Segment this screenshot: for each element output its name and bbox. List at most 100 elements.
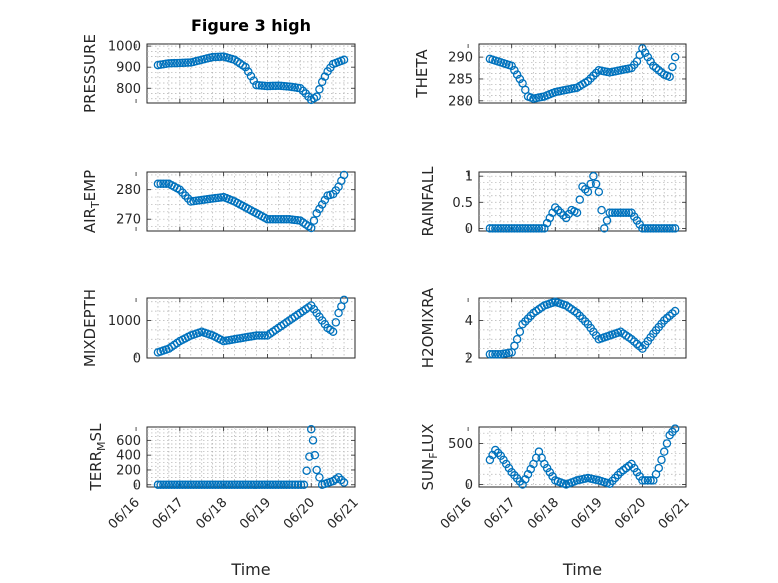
data-point xyxy=(312,465,321,475)
data-point xyxy=(271,81,280,91)
y-tick-label: 4 xyxy=(465,314,473,329)
data-point xyxy=(153,480,163,490)
data-point xyxy=(488,349,497,359)
y-tick-label: 400 xyxy=(116,449,141,464)
data-point xyxy=(274,214,283,224)
data-point xyxy=(670,224,680,233)
data-point xyxy=(621,208,631,217)
data-point xyxy=(315,473,324,482)
data-point xyxy=(265,214,275,224)
axes-box-theta xyxy=(478,43,687,104)
data-point xyxy=(659,224,669,233)
data-point xyxy=(299,480,309,490)
y-tick-label: 0 xyxy=(133,352,141,367)
data-point xyxy=(230,480,239,490)
data-point xyxy=(559,211,568,220)
data-point xyxy=(211,52,220,62)
data-point xyxy=(296,480,306,490)
data-point xyxy=(523,314,533,323)
data-point xyxy=(534,224,544,233)
data-point xyxy=(649,224,658,233)
y-tick-label: 280 xyxy=(116,183,141,198)
data-point xyxy=(583,187,593,197)
y-tick-label: 0 xyxy=(465,478,473,493)
data-point xyxy=(172,58,182,68)
data-point xyxy=(159,480,168,490)
data-point xyxy=(249,480,258,490)
data-point xyxy=(504,224,514,233)
data-point xyxy=(175,58,185,68)
data-point xyxy=(167,59,176,68)
data-point xyxy=(668,309,677,318)
data-point xyxy=(287,480,297,490)
x-axis-label: Time xyxy=(230,560,270,579)
y-tick-label: 280 xyxy=(448,94,473,109)
data-point xyxy=(246,480,256,490)
data-point xyxy=(268,214,278,224)
data-point xyxy=(208,52,217,62)
subplot-pressure: 800 900 1000 PRESSURE xyxy=(81,34,356,113)
data-point xyxy=(594,187,604,197)
data-point xyxy=(515,327,525,336)
data-point xyxy=(613,208,623,217)
data-point xyxy=(194,480,204,490)
data-point xyxy=(646,224,655,233)
data-point xyxy=(211,480,220,490)
data-point xyxy=(271,214,280,224)
y-axis-label: PRESSURE xyxy=(81,34,99,113)
data-point xyxy=(627,334,636,344)
subplot-theta: 280 285 290 THETA xyxy=(413,43,687,109)
data-point xyxy=(197,480,206,490)
data-point xyxy=(309,216,319,225)
data-point xyxy=(591,68,601,78)
data-point xyxy=(512,70,522,79)
y-axis-label: MIXDEPTH xyxy=(81,289,99,367)
data-point xyxy=(518,224,527,233)
y-tick-label: 1 xyxy=(465,170,473,185)
data-point xyxy=(213,52,223,62)
data-point xyxy=(252,331,261,340)
data-point xyxy=(575,195,585,204)
data-point xyxy=(485,455,495,465)
data-point xyxy=(257,331,267,340)
data-point xyxy=(290,480,300,490)
data-point xyxy=(238,480,248,490)
data-point xyxy=(668,224,677,233)
data-point xyxy=(302,466,311,475)
data-point xyxy=(507,61,516,71)
data-point xyxy=(600,224,609,233)
data-point xyxy=(183,480,193,490)
data-point xyxy=(208,480,217,490)
data-point xyxy=(523,224,533,233)
y-tick-label: 285 xyxy=(448,72,473,87)
data-point xyxy=(310,450,320,460)
data-point xyxy=(643,476,653,485)
data-point xyxy=(172,480,182,490)
data-point xyxy=(491,349,500,359)
subplot-rainfall: 0 0.5 1 RAINFALL xyxy=(419,166,687,237)
data-point xyxy=(586,74,595,83)
data-point xyxy=(263,214,272,224)
data-point xyxy=(170,480,179,490)
data-point xyxy=(670,424,680,433)
data-point xyxy=(619,208,628,217)
y-tick-label: 500 xyxy=(448,437,473,452)
y-axis-label: AIRTEMP xyxy=(81,170,102,233)
y-tick-label: 0 xyxy=(133,478,141,493)
y-tick-label: 270 xyxy=(116,213,141,228)
data-point xyxy=(556,208,565,217)
data-point xyxy=(227,480,237,490)
data-point xyxy=(235,480,245,490)
data-point xyxy=(260,331,269,340)
y-axis-label: THETA xyxy=(413,49,431,99)
data-point xyxy=(526,224,536,233)
data-point xyxy=(665,72,674,82)
data-point xyxy=(279,480,289,490)
subplot-h2omixra: 2 4 H2OMIXRA xyxy=(419,287,687,368)
data-point xyxy=(659,316,669,325)
data-point xyxy=(241,62,250,72)
axes-box-h2omixra xyxy=(478,297,687,359)
data-point xyxy=(308,436,318,445)
data-point xyxy=(496,224,506,233)
